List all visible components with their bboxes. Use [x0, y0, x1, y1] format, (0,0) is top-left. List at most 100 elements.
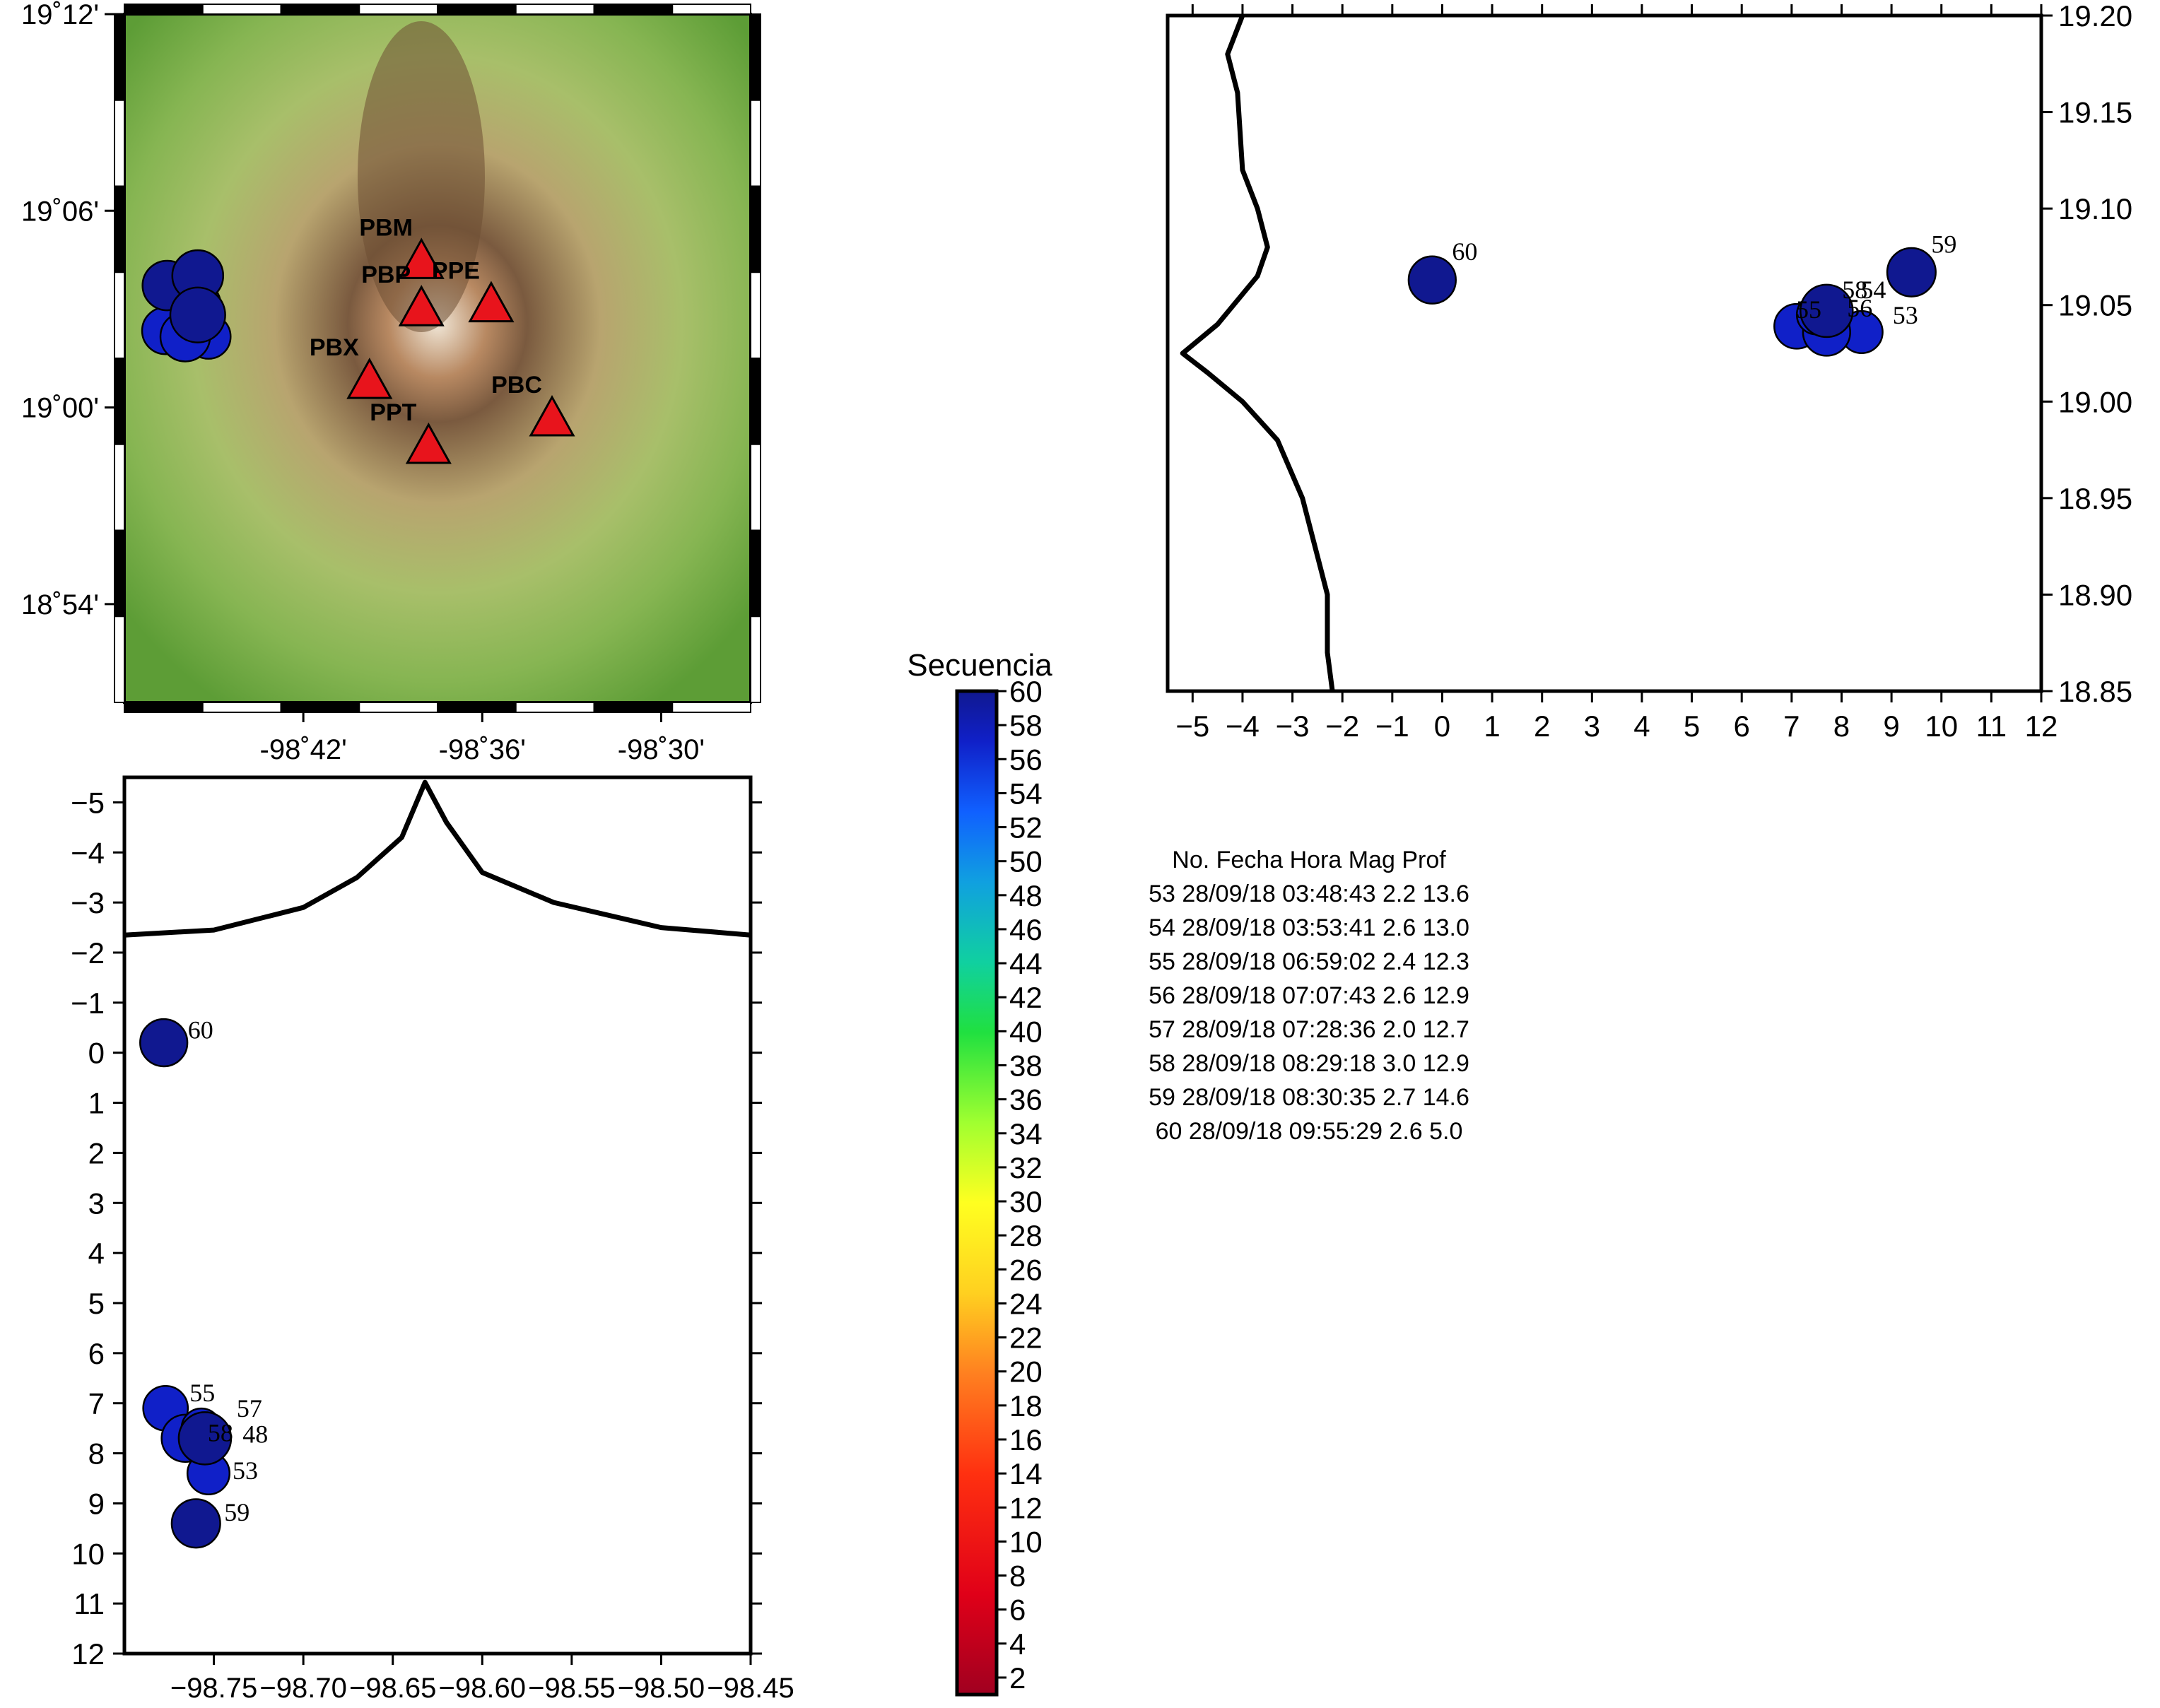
- dl-y-tick-label: 18.85: [2058, 675, 2132, 708]
- dl-x-tick-label: 10: [1925, 709, 1958, 743]
- colorbar-tick-label: 44: [1009, 947, 1043, 980]
- dl-event-label: 54: [1860, 276, 1886, 304]
- colorbar-tick-label: 20: [1009, 1355, 1043, 1389]
- ld-event-marker: [139, 1018, 189, 1068]
- station-label: PBP: [361, 261, 411, 288]
- map-panel: -98˚42' -98˚36' -98˚30' 19˚12' 19˚06' 19˚00'…: [21, 0, 761, 765]
- map-border-segment: [750, 529, 761, 618]
- event-table-row: 56 28/09/18 07:07:43 2.6 12.9: [1149, 982, 1469, 1009]
- map-border-segment: [280, 702, 360, 713]
- event-table-row: 55 28/09/18 06:59:02 2.4 12.3: [1149, 948, 1469, 975]
- ld-y-tick-label: 3: [88, 1186, 105, 1220]
- map-border-segment: [750, 616, 761, 703]
- ld-y-tick-label: −2: [71, 936, 105, 970]
- event-table-row: 59 28/09/18 08:30:35 2.7 14.6: [1149, 1084, 1469, 1111]
- station-label: PBX: [310, 334, 359, 361]
- dl-x-tick-label: 1: [1484, 709, 1500, 743]
- station-triangle: [529, 394, 575, 437]
- colorbar-tick-label: 6: [1009, 1594, 1026, 1627]
- dl-x-tick-label: 5: [1684, 709, 1700, 743]
- event-table-header: No. Fecha Hora Mag Prof: [1172, 847, 1446, 873]
- map-y-tick-label: 18˚54': [21, 589, 99, 620]
- map-frame: [114, 4, 761, 713]
- map-border-segment: [750, 13, 761, 101]
- event-table-row: 53 28/09/18 03:48:43 2.2 13.6: [1149, 880, 1469, 907]
- colorbar-tick-label: 22: [1009, 1321, 1043, 1355]
- dl-y-tick-label: 19.05: [2058, 289, 2132, 322]
- ld-y-tick-label: 5: [88, 1287, 105, 1320]
- ld-x-tick-label: −98.50: [618, 1673, 705, 1704]
- colorbar-tick-label: 4: [1009, 1627, 1026, 1661]
- ld-event-marker: [177, 1411, 233, 1466]
- ld-y-tick-label: 10: [71, 1537, 105, 1570]
- map-border-segment: [750, 358, 761, 445]
- map-y-tick-label: 19˚06': [21, 196, 99, 227]
- longitude-depth-frame: [122, 775, 753, 1656]
- map-x-tick-label: -98˚30': [618, 734, 705, 765]
- colorbar-tick-label: 32: [1009, 1151, 1043, 1184]
- map-border-segment: [671, 702, 751, 713]
- colorbar-tick-label: 34: [1009, 1117, 1043, 1150]
- station-triangle: [346, 358, 393, 399]
- map-border-segment: [515, 4, 595, 15]
- map-border-segment: [201, 702, 282, 713]
- ld-y-tick-label: 2: [88, 1136, 105, 1170]
- colorbar-scale: [955, 689, 999, 1697]
- colorbar-tick-label: 54: [1009, 777, 1043, 810]
- dl-x-tick-label: −2: [1325, 709, 1359, 743]
- map-border-segment: [750, 443, 761, 531]
- dl-x-tick-label: −3: [1276, 709, 1310, 743]
- ld-event-label: 53: [233, 1456, 258, 1485]
- dl-y-tick-label: 18.90: [2058, 578, 2132, 611]
- dl-event-label: 53: [1893, 301, 1918, 329]
- map-border-segment: [114, 271, 125, 359]
- dl-x-tick-label: −1: [1375, 709, 1409, 743]
- colorbar-tick-label: 16: [1009, 1423, 1043, 1456]
- ld-y-tick-label: 11: [74, 1587, 105, 1620]
- colorbar-tick-label: 50: [1009, 845, 1043, 878]
- dl-x-tick-label: 8: [1833, 709, 1850, 743]
- colorbar-tick-label: 42: [1009, 981, 1043, 1014]
- colorbar-tick-label: 36: [1009, 1083, 1043, 1117]
- map-border-segment: [114, 616, 125, 703]
- longitude-depth-topo-profile: [124, 779, 751, 938]
- map-border-segment: [750, 271, 761, 359]
- dl-event-marker: [1886, 247, 1937, 298]
- map-border-segment: [750, 185, 761, 273]
- dl-y-tick-label: 19.10: [2058, 192, 2132, 225]
- ld-event-label: 57: [237, 1394, 262, 1423]
- map-border-segment: [358, 702, 438, 713]
- map-border-segment: [437, 702, 517, 713]
- station-label: PPE: [432, 258, 480, 285]
- ld-event-label: 59: [224, 1498, 250, 1526]
- ld-x-tick-label: −98.70: [259, 1673, 346, 1704]
- colorbar-tick-label: 14: [1009, 1457, 1043, 1490]
- colorbar-tick-label: 26: [1009, 1253, 1043, 1286]
- depth-latitude-panel: −5 −4 −3 −2 −1 0 1 2 3 4 5 6 7 8 9 10 11 1219.2019.1519.1…: [1166, 0, 2132, 743]
- dl-event-label: 55: [1796, 295, 1821, 324]
- map-y-tick-label: 19˚12': [21, 0, 99, 30]
- colorbar: Secuencia 605856545250484644424038363432…: [907, 648, 1052, 1697]
- event-table-row: 58 28/09/18 08:29:18 3.0 12.9: [1149, 1050, 1469, 1077]
- map-border-segment: [358, 4, 438, 15]
- map-events: [141, 249, 232, 363]
- ld-x-tick-label: −98.75: [170, 1673, 257, 1704]
- dl-x-tick-label: −4: [1226, 709, 1260, 743]
- dl-event-label: 56: [1847, 294, 1872, 322]
- dl-x-tick-label: 0: [1434, 709, 1450, 743]
- ld-y-tick-label: −5: [71, 786, 105, 819]
- colorbar-tick-label: 56: [1009, 743, 1043, 776]
- map-y-tick-label: 19˚00': [21, 393, 99, 424]
- station-triangle: [468, 281, 515, 323]
- terrain-ridge: [358, 21, 485, 332]
- map-border-segment: [124, 702, 204, 713]
- event-table: No. Fecha Hora Mag Prof 53 28/09/18 03:4…: [1149, 847, 1469, 1145]
- map-border-segment: [114, 443, 125, 531]
- colorbar-tick-label: 2: [1009, 1661, 1026, 1695]
- map-border-segment: [114, 13, 125, 101]
- dl-x-tick-label: 3: [1584, 709, 1600, 743]
- dl-y-tick-label: 19.15: [2058, 96, 2132, 129]
- station-label: PBC: [491, 372, 542, 399]
